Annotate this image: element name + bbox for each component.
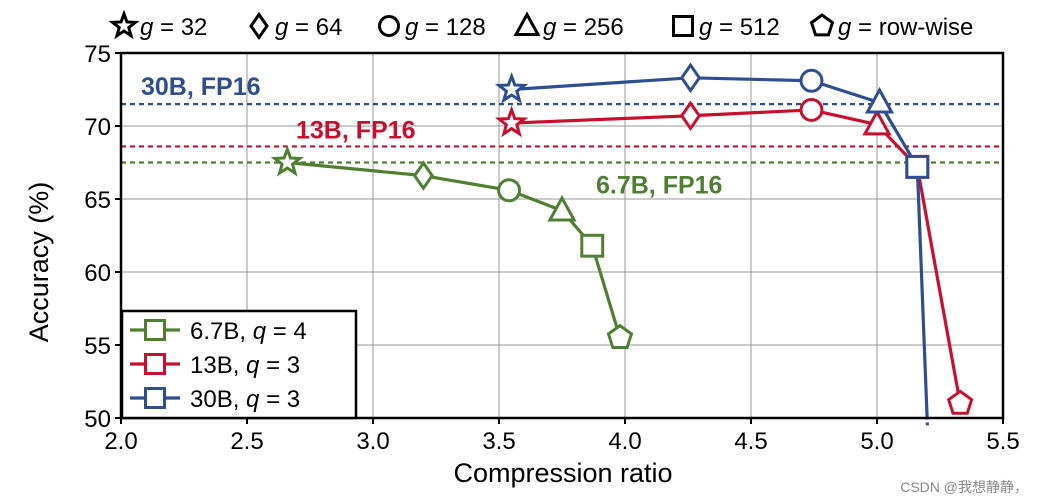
marker-legend: g = 32 g = 64 g = 128 g = 256 g = 512 g = row…	[108, 9, 973, 41]
marker-legend-g: g	[543, 14, 557, 41]
y-tick-label: 65	[84, 187, 111, 214]
legend-square-icon	[144, 353, 166, 375]
x-tick-label: 5.0	[860, 428, 893, 455]
data-point-circle	[799, 97, 824, 122]
marker-legend-item: g = row-wise	[809, 13, 973, 41]
marker-legend-item: g = 32	[108, 9, 207, 41]
x-tick-label: 2.5	[230, 428, 263, 455]
data-point-diamond	[679, 62, 702, 94]
series-line	[511, 76, 929, 426]
pentagon-icon	[809, 13, 835, 37]
series-green	[270, 144, 634, 349]
y-tick-label: 50	[84, 406, 111, 433]
legend-q-value: = 3	[259, 386, 300, 413]
y-tick-label: 70	[84, 114, 111, 141]
data-point-square	[580, 233, 605, 258]
reference-label: 13B, FP16	[296, 116, 416, 144]
marker-legend-g: g	[275, 14, 289, 41]
data-point-star	[494, 105, 529, 138]
square-icon	[672, 15, 694, 37]
legend-q: q	[246, 352, 260, 379]
x-tick-label: 5.5	[986, 428, 1019, 455]
data-point-star	[270, 144, 304, 177]
data-point-diamond	[679, 100, 702, 132]
marker-legend-item: g = 512	[672, 14, 780, 41]
legend-q-value: = 3	[259, 352, 300, 379]
x-axis-label: Compression ratio	[453, 458, 672, 488]
diamond-icon	[249, 11, 269, 41]
axis-ticks: 2.0 2.5 3.0 3.5 4.0 4.5 5.0 5.5 50 55 60 65 70 75	[84, 41, 1019, 455]
marker-legend-value: = 32	[153, 14, 207, 41]
marker-legend-label: g = 128	[405, 14, 486, 41]
legend-name: 30B,	[190, 386, 246, 413]
x-tick-label: 4.5	[734, 428, 767, 455]
marker-legend-label: g = 32	[140, 14, 207, 41]
legend-label: 6.7B, q = 4	[190, 318, 307, 345]
data-point-circle	[497, 178, 522, 203]
y-tick-label: 60	[84, 260, 111, 287]
series-line	[287, 160, 622, 339]
marker-legend-label: g = 64	[275, 14, 342, 41]
legend-square-icon	[144, 319, 166, 341]
reference-label: 6.7B, FP16	[596, 172, 722, 200]
legend-square-icon	[144, 387, 166, 409]
legend-item-green: 6.7B, q = 4	[130, 318, 307, 345]
series-blue	[494, 62, 930, 426]
legend-q: q	[246, 386, 260, 413]
legend-item-red: 13B, q = 3	[130, 352, 300, 379]
data-point-triangle	[547, 194, 577, 222]
data-point-triangle	[862, 108, 892, 136]
series-line	[511, 108, 962, 404]
marker-legend-value: = 512	[712, 14, 779, 41]
data-point-pentagon	[606, 323, 634, 349]
marker-legend-g: g	[405, 14, 419, 41]
reference-lines: 30B, FP16 13B, FP16 6.7B, FP16	[121, 73, 1003, 200]
data-point-pentagon	[946, 389, 974, 415]
legend-item-blue: 30B, q = 3	[130, 386, 300, 413]
reference-label: 30B, FP16	[141, 73, 261, 101]
marker-legend-label: g = 256	[543, 14, 624, 41]
series-group	[123, 62, 1003, 426]
legend-name: 13B,	[190, 352, 246, 379]
legend-q-value: = 4	[266, 318, 307, 345]
frame-cover	[123, 419, 1003, 423]
watermark: CSDN @我想静静，	[900, 479, 1028, 495]
x-tick-label: 3.0	[356, 428, 389, 455]
data-point-triangle	[864, 86, 895, 114]
marker-legend-value: = row-wise	[851, 14, 973, 41]
marker-legend-value: = 64	[288, 14, 342, 41]
x-tick-label: 3.5	[482, 428, 515, 455]
y-tick-label: 55	[84, 333, 111, 360]
triangle-icon	[513, 11, 541, 36]
marker-legend-g: g	[140, 14, 154, 41]
marker-legend-item: g = 64	[249, 11, 342, 41]
legend-q: q	[253, 318, 267, 345]
data-point-diamond	[412, 160, 435, 191]
marker-legend-item: g = 128	[378, 14, 486, 41]
data-point-circle	[799, 68, 824, 93]
marker-legend-label: g = 512	[699, 14, 780, 41]
marker-legend-label: g = row-wise	[838, 14, 973, 41]
legend-label: 13B, q = 3	[190, 352, 300, 379]
star-icon	[108, 9, 140, 40]
marker-legend-value: = 256	[556, 14, 623, 41]
y-tick-label: 75	[84, 41, 111, 68]
data-point-star	[494, 71, 529, 104]
marker-legend-g: g	[699, 14, 713, 41]
marker-legend-value: = 128	[418, 14, 485, 41]
data-point-square	[905, 154, 930, 179]
plot-frame	[119, 51, 1005, 420]
legend-label: 30B, q = 3	[190, 386, 300, 413]
marker-legend-item: g = 256	[513, 11, 624, 41]
x-tick-label: 4.0	[608, 428, 641, 455]
marker-legend-g: g	[838, 14, 852, 41]
circle-icon	[378, 15, 400, 37]
x-tick-label: 2.0	[104, 428, 137, 455]
legend-name: 6.7B,	[190, 318, 253, 345]
y-axis-label: Accuracy (%)	[24, 182, 54, 343]
